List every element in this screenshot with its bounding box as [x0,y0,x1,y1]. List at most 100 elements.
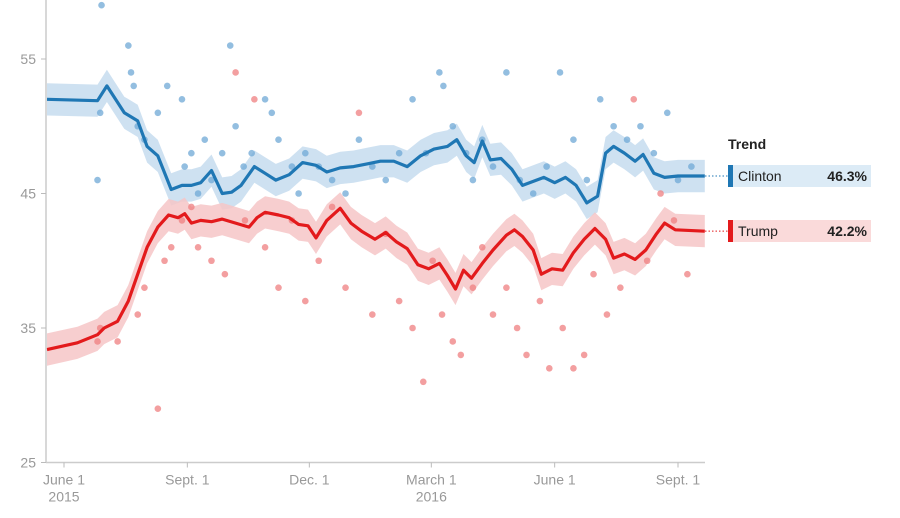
x-tick-label: June 1 [43,472,85,488]
poll-dot-trump [302,297,309,305]
legend-name-trump: Trump [738,223,778,239]
x-tick-label: Sept. 1 [165,472,210,488]
poll-dot-trump [570,365,577,372]
poll-dot-clinton [409,96,416,103]
x-tick-sublabel: 2016 [416,489,447,505]
legend-name-clinton: Clinton [738,168,782,184]
poll-dot-clinton [650,149,658,157]
poll-dot-clinton [261,96,269,103]
poll-dot-clinton [178,96,186,103]
poll-dot-clinton [328,176,336,184]
poll-dot-trump [188,203,195,211]
poll-dot-clinton [610,122,617,130]
poll-dot-clinton [288,163,296,170]
poll-dot-trump [328,203,336,211]
y-tick-label: 55 [20,51,36,67]
legend-item-clinton[interactable]: Clinton 46.3% [728,165,871,187]
poll-dot-trump [167,244,175,251]
poll-dot-clinton [342,190,349,197]
poll-dot-clinton [125,42,132,49]
poll-dot-clinton [623,136,631,143]
poll-dot-clinton [688,163,695,170]
poll-dot-trump [241,217,249,224]
poll-dot-trump [141,284,148,291]
poll-dot-trump [536,297,544,305]
x-tick-label: Sept. 1 [656,472,701,488]
trend-line-trump [46,206,705,352]
trend-line-clinton [46,84,705,205]
poll-dot-trump [315,257,323,265]
poll-dot-trump [429,257,436,265]
poll-dot-trump [449,338,457,345]
poll-dot-clinton [181,163,188,170]
legend-title: Trend [728,136,767,152]
poll-dot-clinton [583,176,591,184]
poll-dot-clinton [226,42,234,49]
poll-dot-trump [232,69,239,76]
poll-dot-clinton [637,122,644,130]
poll-dot-clinton [395,149,403,157]
poll-dot-trump [154,405,162,413]
poll-dot-clinton [302,149,309,157]
poll-dot-trump [369,311,376,318]
poll-dot-trump [545,365,553,372]
poll-dot-clinton [369,163,376,170]
poll-dot-trump [590,270,597,278]
poll-dot-trump [275,284,282,291]
poll-dot-trump [513,324,521,332]
poll-dot-trump [523,351,530,359]
poll-dot-trump [438,311,446,318]
legend-item-trump[interactable]: Trump 42.2% [728,220,871,242]
poll-dot-trump [478,244,486,251]
poll-dot-trump [94,338,101,345]
poll-dot-clinton [194,190,202,197]
poll-dot-clinton [440,82,447,90]
poll-dot-trump [617,284,624,291]
poll-dot-trump [657,190,664,197]
legend-swatch-clinton [728,165,733,187]
poll-dot-clinton [188,149,195,157]
poll-dot-clinton [436,69,443,76]
poll-dot-trump [395,297,403,305]
poll-dot-trump [355,109,363,117]
poll-dot-trump [670,217,678,224]
poll-dot-trump [559,324,567,332]
poll-dot-trump [643,257,651,265]
poll-dot-clinton [449,122,457,130]
poll-dot-trump [684,270,691,278]
x-tick-label: June 1 [534,472,576,488]
poll-dot-clinton [543,163,550,170]
poll-dot-trump [580,351,588,359]
poll-dot-clinton [96,109,104,117]
poll-dot-clinton [674,176,682,184]
poll-dot-trump [261,244,269,251]
poll-dot-clinton [98,1,105,9]
poll-dot-clinton [94,176,101,184]
x-tick-label: March 1 [406,472,457,488]
poll-dot-trump [114,338,121,345]
poll-dot-clinton [382,176,390,184]
poll-dot-clinton [489,163,497,170]
poll-dot-trump [457,351,465,359]
poll-dot-trump [409,324,416,332]
poll-dot-trump [134,311,142,318]
poll-dot-clinton [208,176,215,184]
poll-dot-clinton [154,109,162,117]
x-tick-label: Dec. 1 [289,472,330,488]
poll-dot-clinton [570,136,577,143]
poll-dot-clinton [268,109,276,117]
poll-dot-clinton [127,69,135,76]
y-tick-label: 25 [20,455,36,471]
poll-dot-clinton [355,136,363,143]
poll-dot-clinton [503,69,510,76]
poll-dot-clinton [130,82,138,90]
poll-dot-trump [419,378,427,386]
poll-dot-clinton [596,96,604,103]
x-tick-sublabel: 2015 [48,489,79,505]
poll-dot-trump [469,284,477,291]
poll-dot-clinton [163,82,171,90]
poll-dot-trump [503,284,510,291]
poll-dot-clinton [218,149,226,157]
poll-dot-clinton [240,163,247,170]
